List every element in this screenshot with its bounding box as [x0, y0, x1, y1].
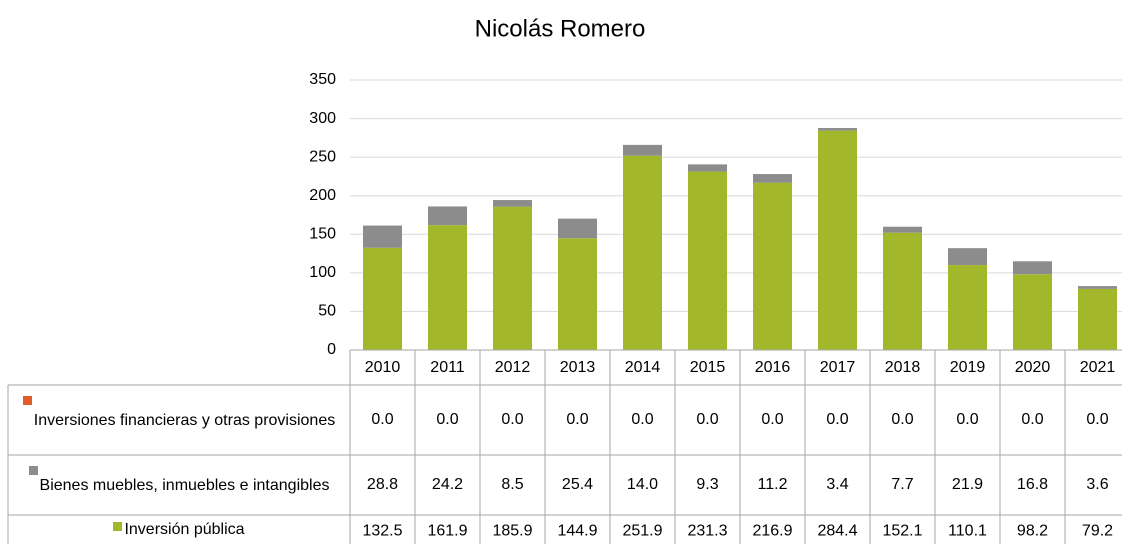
- bar-segment: [363, 225, 402, 248]
- data-label: 0.0: [1021, 411, 1043, 428]
- data-label: 11.2: [758, 476, 788, 493]
- data-label: 0.0: [1086, 411, 1108, 428]
- bar-segment: [1013, 261, 1052, 275]
- bar-segment: [623, 144, 662, 156]
- x-tick-label: 2012: [495, 359, 531, 376]
- bar-segment: [493, 206, 532, 350]
- legend-swatch: [28, 466, 38, 475]
- y-tick-label: 350: [309, 71, 336, 88]
- legend-label: Inversión pública: [124, 521, 245, 538]
- x-tick-label: 2011: [430, 359, 465, 376]
- bar-segment: [1078, 286, 1117, 289]
- data-label: 9.3: [696, 476, 718, 493]
- data-label: 231.3: [687, 523, 727, 540]
- data-label: 132.5: [362, 523, 402, 540]
- x-tick-label: 2014: [625, 359, 661, 376]
- bar-segment: [623, 155, 662, 350]
- data-label: 152.1: [882, 523, 922, 540]
- y-tick-label: 50: [318, 303, 336, 320]
- legend-label: Inversiones financieras y otras provisio…: [33, 411, 336, 429]
- bar-segment: [428, 206, 467, 226]
- data-label: 14.0: [627, 476, 658, 493]
- y-tick-label: 250: [309, 148, 336, 165]
- data-label: 3.6: [1086, 476, 1108, 493]
- data-label: 144.9: [557, 523, 597, 540]
- data-label: 251.9: [622, 523, 662, 540]
- data-label: 21.9: [952, 476, 983, 493]
- x-tick-label: 2019: [950, 359, 986, 376]
- x-tick-label: 2016: [755, 359, 791, 376]
- x-tick-label: 2021: [1080, 359, 1116, 376]
- y-tick-label: 150: [309, 226, 336, 243]
- data-label: 161.9: [427, 523, 467, 540]
- bar-segment: [688, 164, 727, 172]
- data-label: 0.0: [761, 411, 783, 428]
- bar-segment: [753, 182, 792, 350]
- data-label: 0.0: [956, 411, 978, 428]
- x-tick-label: 2017: [820, 359, 856, 376]
- bar-segment: [1013, 274, 1052, 350]
- bar-segment: [1078, 288, 1117, 350]
- bar-segment: [753, 174, 792, 183]
- data-label: 0.0: [696, 411, 718, 428]
- legend-swatch: [22, 396, 32, 405]
- bar-segment: [493, 200, 532, 207]
- data-label: 0.0: [436, 411, 458, 428]
- data-label: 28.8: [367, 476, 398, 493]
- chart-title: Nicolás Romero: [475, 15, 646, 42]
- data-label: 110.1: [948, 523, 987, 540]
- x-tick-label: 2013: [560, 359, 596, 376]
- y-tick-label: 200: [309, 187, 336, 204]
- data-label: 0.0: [566, 411, 588, 428]
- bar-segment: [818, 127, 857, 131]
- y-tick-label: 100: [309, 264, 336, 281]
- bar-segment: [883, 232, 922, 350]
- data-label: 25.4: [562, 476, 593, 493]
- data-label: 0.0: [631, 411, 653, 428]
- data-label: 16.8: [1017, 476, 1048, 493]
- y-tick-label: 0: [327, 341, 336, 358]
- data-label: 98.2: [1017, 523, 1048, 540]
- data-label: 7.7: [891, 476, 913, 493]
- bar-segment: [948, 265, 987, 350]
- data-label: 3.4: [826, 476, 848, 493]
- data-label: 0.0: [891, 411, 913, 428]
- bar-segment: [818, 130, 857, 350]
- bar-segment: [948, 248, 987, 266]
- data-label: 216.9: [752, 523, 792, 540]
- legend-cell: Inversión pública: [113, 521, 245, 538]
- x-tick-label: 2015: [690, 359, 726, 376]
- bar-segment: [558, 218, 597, 239]
- bar-segment: [558, 238, 597, 350]
- bar-segment: [883, 226, 922, 233]
- data-label: 185.9: [492, 523, 532, 540]
- data-label: 0.0: [501, 411, 523, 428]
- legend-label: Bienes muebles, inmuebles e intangibles: [39, 476, 330, 494]
- y-tick-label: 300: [309, 110, 336, 127]
- x-tick-label: 2010: [365, 359, 401, 376]
- bar-segment: [428, 225, 467, 350]
- x-tick-label: 2020: [1015, 359, 1051, 376]
- data-label: 24.2: [432, 476, 463, 493]
- data-label: 8.5: [501, 476, 523, 493]
- legend-swatch: [113, 522, 123, 531]
- data-label: 79.2: [1082, 523, 1113, 540]
- bar-segment: [688, 171, 727, 350]
- x-tick-label: 2018: [885, 359, 921, 376]
- legend-cell: Bienes muebles, inmuebles e intangibles: [28, 466, 330, 494]
- data-label: 0.0: [371, 411, 393, 428]
- bar-segment: [363, 247, 402, 350]
- data-label: 0.0: [826, 411, 848, 428]
- data-label: 284.4: [817, 523, 857, 540]
- legend-cell: Inversiones financieras y otras provisio…: [22, 396, 336, 429]
